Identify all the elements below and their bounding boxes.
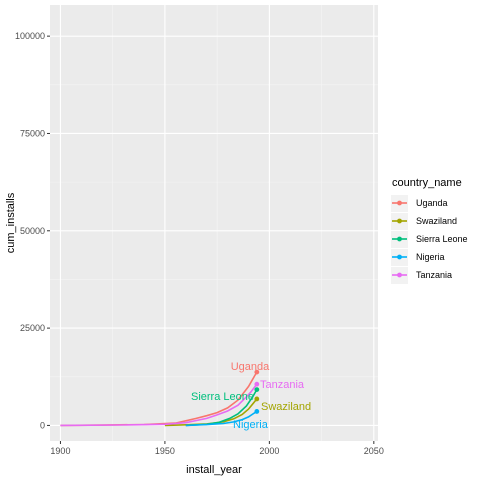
series-labels: Uganda Swaziland Sierra Leone Nigeria Tanzan… (191, 361, 311, 431)
series-label: Tanzania (260, 379, 305, 391)
x-tick-label: 1950 (155, 446, 175, 456)
x-axis: 1900 1950 2000 2050 (50, 441, 384, 456)
legend-key-point (397, 236, 402, 242)
series-endpoint (254, 369, 260, 375)
series-label: Nigeria (233, 419, 269, 431)
series-line (60, 383, 258, 427)
panel-background (50, 5, 378, 441)
series-endpoint (254, 387, 260, 393)
series-label: Sierra Leone (191, 391, 254, 403)
legend-label: Nigeria (416, 252, 445, 262)
legend-label: Sierra Leone (416, 234, 468, 244)
x-tick-label: 2000 (259, 446, 279, 456)
series-endpoint (254, 396, 260, 402)
series-endpoint (254, 409, 260, 414)
y-tick-label: 25000 (20, 323, 45, 333)
legend-key-point (397, 254, 402, 260)
legend-label: Uganda (416, 198, 448, 208)
series-endpoint (254, 381, 260, 387)
series-label: Uganda (231, 361, 270, 373)
legend-key-point (397, 218, 402, 224)
x-axis-title: install_year (186, 464, 242, 476)
y-tick-label: 0 (40, 420, 45, 430)
series-group (60, 369, 260, 427)
x-tick-label: 2050 (364, 446, 384, 456)
series-label: Swaziland (261, 401, 311, 413)
y-axis-title: cum_installs (5, 192, 17, 253)
legend-title: country_name (392, 177, 462, 189)
y-tick-label: 100000 (15, 31, 45, 41)
legend-label: Swaziland (416, 216, 457, 226)
legend-key-point (397, 200, 402, 206)
y-tick-label: 50000 (20, 226, 45, 236)
legend-label: Tanzania (416, 270, 452, 280)
grid-lines (50, 5, 378, 441)
legend-key-point (397, 272, 402, 278)
legend: country_name Uganda Swaziland Sierra Leone… (391, 177, 468, 284)
y-tick-label: 75000 (20, 128, 45, 138)
y-axis: 0 25000 50000 75000 100000 (15, 31, 50, 430)
series-line (185, 410, 258, 427)
x-tick-label: 1900 (50, 446, 70, 456)
